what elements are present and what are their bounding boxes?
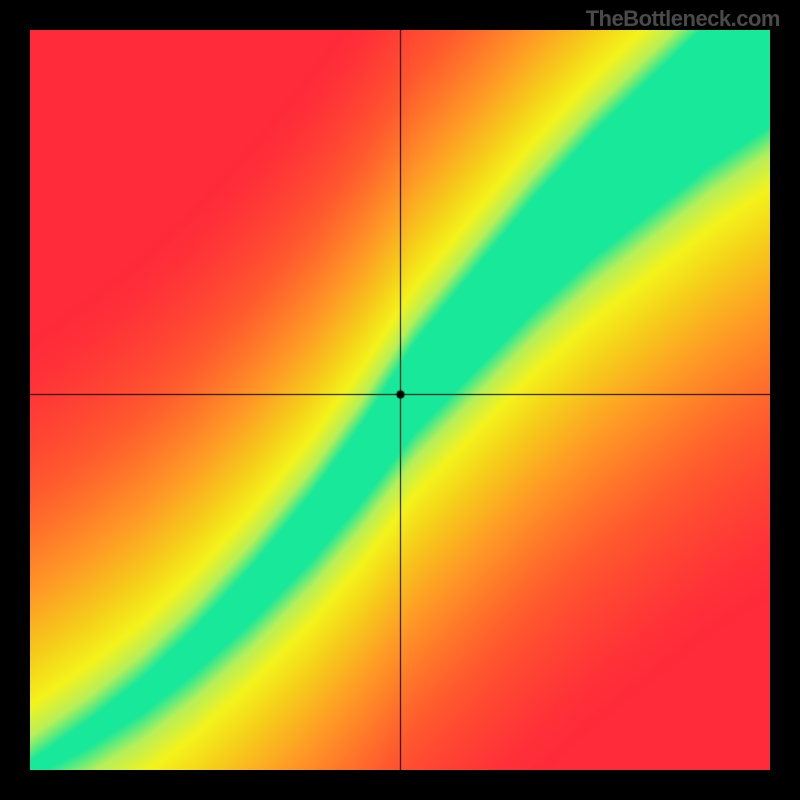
watermark-text: TheBottleneck.com <box>586 6 780 32</box>
heatmap-container <box>30 30 770 770</box>
bottleneck-heatmap <box>30 30 770 770</box>
